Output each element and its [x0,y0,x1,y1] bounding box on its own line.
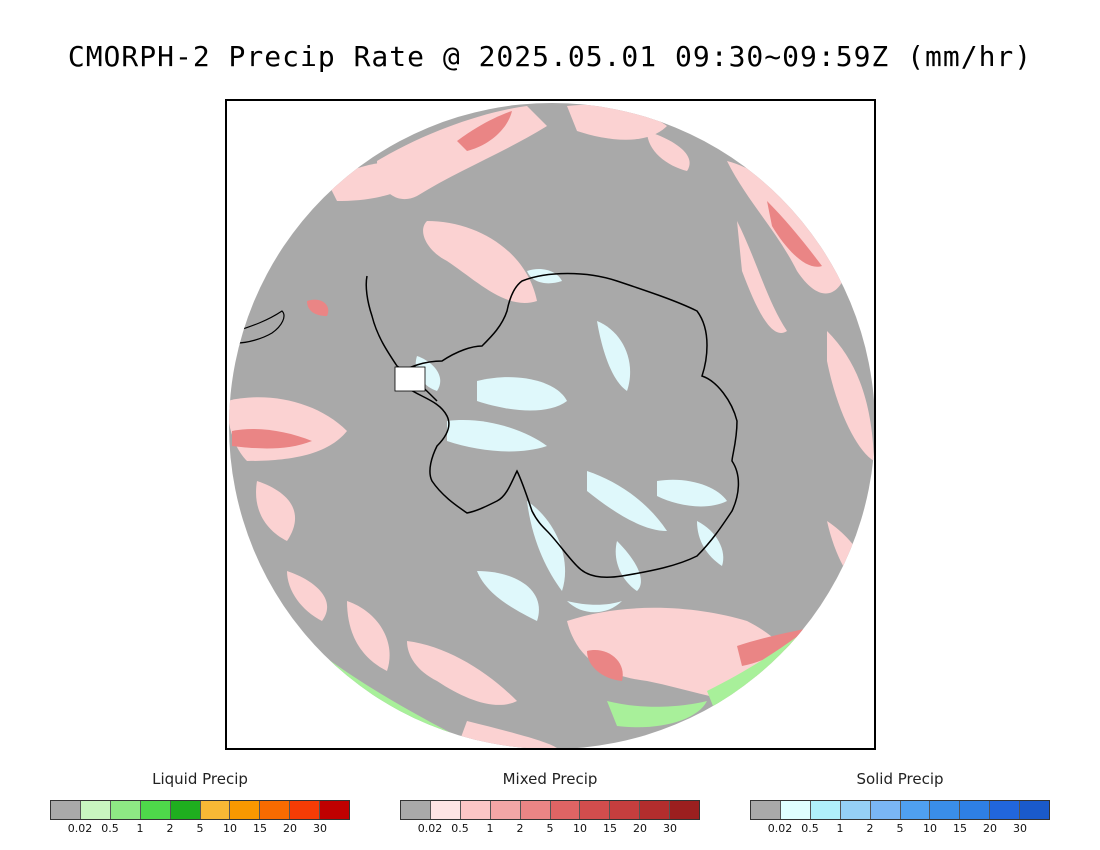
legend-tick-liquid-0: 0.02 [67,822,93,835]
legend-title-mixed: Mixed Precip [502,770,598,788]
legend-swatch-liquid-9 [320,801,350,819]
legend-liquid: Liquid Precip 0.02 0.5 1 2 5 10 15 20 30 [50,770,350,840]
legend-ticks-mixed: 0.02 0.5 1 2 5 10 15 20 30 [400,822,700,836]
legend-tick-liquid-1: 0.5 [101,822,119,835]
legend-swatch-solid-6 [930,801,961,819]
precip-disc [229,103,874,748]
legend-tick-mixed-5: 10 [573,822,587,835]
legend-swatch-solid-4 [870,801,901,819]
legend-tick-solid-5: 10 [923,822,937,835]
legend-swatch-solid-8 [990,801,1021,819]
legend-swatch-mixed-3 [490,801,521,819]
mixed-precip-heavier [232,111,822,681]
legend-tick-mixed-0: 0.02 [417,822,443,835]
legend-swatch-mixed-4 [520,801,551,819]
legend-tick-solid-3: 2 [866,822,874,835]
missing-data-patch [394,366,426,392]
polar-map-svg [229,103,874,748]
south-america-coastline [236,310,285,344]
legend-swatch-mixed-8 [640,801,671,819]
legend-tick-solid-7: 20 [983,822,997,835]
legend-tick-solid-1: 0.5 [801,822,819,835]
legend-swatch-liquid-0 [51,801,81,819]
legend-swatch-mixed-2 [460,801,491,819]
legend-swatch-solid-1 [780,801,811,819]
legend-swatch-mixed-9 [670,801,700,819]
legend-swatch-liquid-8 [290,801,321,819]
legend-tick-liquid-2: 1 [136,822,144,835]
legend-tick-solid-4: 5 [896,822,904,835]
precip-map [225,99,876,750]
legend-swatch-solid-0 [751,801,781,819]
legend-mixed: Mixed Precip 0.02 0.5 1 2 5 10 15 20 30 [400,770,700,840]
solid-precip-areas [415,269,727,621]
legend-tick-mixed-3: 2 [516,822,524,835]
legend-swatch-liquid-4 [170,801,201,819]
legend-tick-solid-2: 1 [836,822,844,835]
legend-solid: Solid Precip 0.02 0.5 1 2 5 10 15 20 30 [750,770,1050,840]
legend-swatch-mixed-7 [610,801,641,819]
legend-ticks-liquid: 0.02 0.5 1 2 5 10 15 20 30 [50,822,350,836]
legend-swatch-solid-3 [840,801,871,819]
legend-swatch-mixed-1 [430,801,461,819]
legend-swatch-solid-5 [900,801,931,819]
legend-title-solid: Solid Precip [856,770,944,788]
legend-tick-liquid-5: 10 [223,822,237,835]
legend-ticks-solid: 0.02 0.5 1 2 5 10 15 20 30 [750,822,1050,836]
legend-tick-mixed-8: 30 [663,822,677,835]
legend-tick-liquid-6: 15 [253,822,267,835]
legend-tick-solid-8: 30 [1013,822,1027,835]
legend-tick-solid-6: 15 [953,822,967,835]
legend-swatch-liquid-2 [110,801,141,819]
legend-tick-mixed-1: 0.5 [451,822,469,835]
legend-tick-liquid-3: 2 [166,822,174,835]
legend-swatch-mixed-5 [550,801,581,819]
legend-bar-mixed [400,800,700,820]
legend-bar-solid [750,800,1050,820]
legend-swatch-mixed-0 [401,801,431,819]
legend-swatch-solid-7 [960,801,991,819]
precip-fields [229,104,874,748]
legend-tick-solid-0: 0.02 [767,822,793,835]
legend-swatch-liquid-6 [230,801,261,819]
legend-bar-liquid [50,800,350,820]
legend-tick-mixed-2: 1 [486,822,494,835]
legend-tick-mixed-7: 20 [633,822,647,835]
legend-tick-mixed-4: 5 [546,822,554,835]
legend-swatch-liquid-5 [200,801,231,819]
legend-title-liquid: Liquid Precip [152,770,248,788]
legend-swatch-solid-2 [810,801,841,819]
legend-swatch-mixed-6 [580,801,611,819]
legend-tick-liquid-4: 5 [196,822,204,835]
legend-swatch-solid-9 [1020,801,1050,819]
legend-tick-liquid-7: 20 [283,822,297,835]
legend-tick-mixed-6: 15 [603,822,617,835]
legend-swatch-liquid-1 [80,801,111,819]
plot-title: CMORPH-2 Precip Rate @ 2025.05.01 09:30~… [67,40,1033,73]
legend-swatch-liquid-7 [260,801,291,819]
legend-tick-liquid-8: 30 [313,822,327,835]
legend-swatch-liquid-3 [140,801,171,819]
